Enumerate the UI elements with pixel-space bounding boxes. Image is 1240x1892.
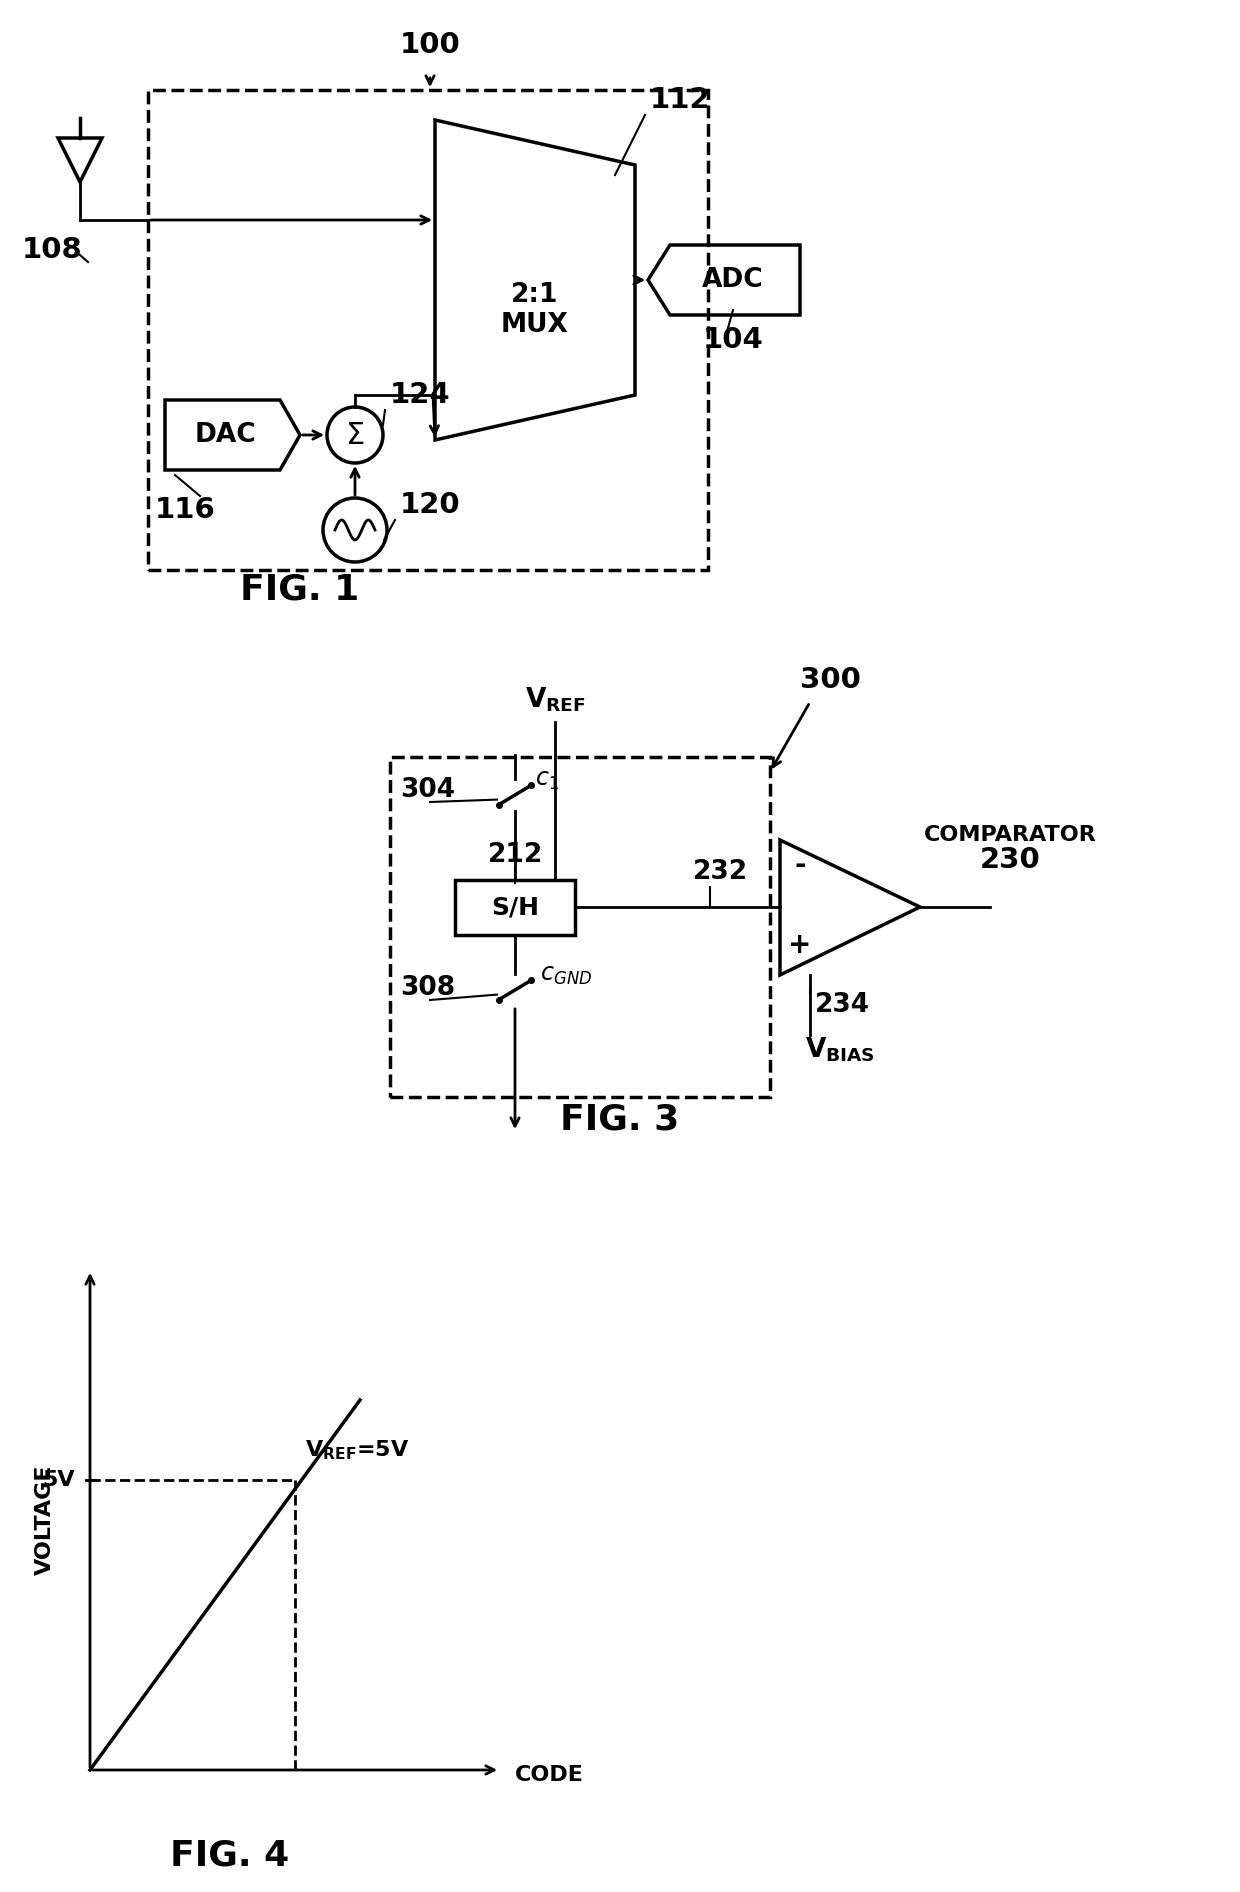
Bar — [148, 91, 708, 569]
Text: ADC: ADC — [702, 267, 764, 293]
Text: 116: 116 — [155, 496, 216, 524]
Text: -: - — [795, 851, 806, 880]
Text: 308: 308 — [401, 974, 455, 1001]
Bar — [391, 757, 770, 1097]
Text: 212: 212 — [487, 842, 543, 868]
Text: 112: 112 — [650, 85, 711, 114]
Text: COMPARATOR: COMPARATOR — [924, 825, 1096, 846]
Text: 120: 120 — [401, 492, 460, 518]
Text: DAC: DAC — [195, 422, 255, 448]
Text: 234: 234 — [815, 991, 870, 1018]
Text: 108: 108 — [21, 236, 82, 265]
Text: c$_1$: c$_1$ — [534, 768, 559, 793]
Text: VOLTAGE: VOLTAGE — [35, 1464, 55, 1576]
Text: 300: 300 — [800, 666, 861, 694]
Text: 232: 232 — [692, 859, 748, 885]
Text: V$_\mathregular{REF}$: V$_\mathregular{REF}$ — [525, 685, 585, 715]
Text: c$_\mathregular{GND}$: c$_\mathregular{GND}$ — [539, 963, 593, 988]
Text: FIG. 3: FIG. 3 — [560, 1103, 680, 1137]
Text: 2:1
MUX: 2:1 MUX — [501, 282, 569, 339]
Text: CODE: CODE — [515, 1765, 584, 1784]
Text: S/H: S/H — [491, 895, 539, 920]
Text: 104: 104 — [703, 325, 764, 354]
Text: FIG. 1: FIG. 1 — [241, 573, 360, 607]
Text: V$_\mathregular{BIAS}$: V$_\mathregular{BIAS}$ — [805, 1035, 875, 1063]
Text: 5V: 5V — [42, 1470, 74, 1491]
Text: 304: 304 — [401, 778, 455, 802]
Bar — [455, 880, 575, 935]
Text: +: + — [789, 931, 812, 959]
Text: V$_\mathregular{REF}$=5V: V$_\mathregular{REF}$=5V — [305, 1438, 409, 1463]
Text: $\Sigma$: $\Sigma$ — [345, 420, 365, 450]
Text: FIG. 4: FIG. 4 — [170, 1837, 290, 1871]
Text: 230: 230 — [980, 846, 1040, 874]
Text: 124: 124 — [391, 380, 450, 409]
Text: 100: 100 — [399, 30, 460, 59]
